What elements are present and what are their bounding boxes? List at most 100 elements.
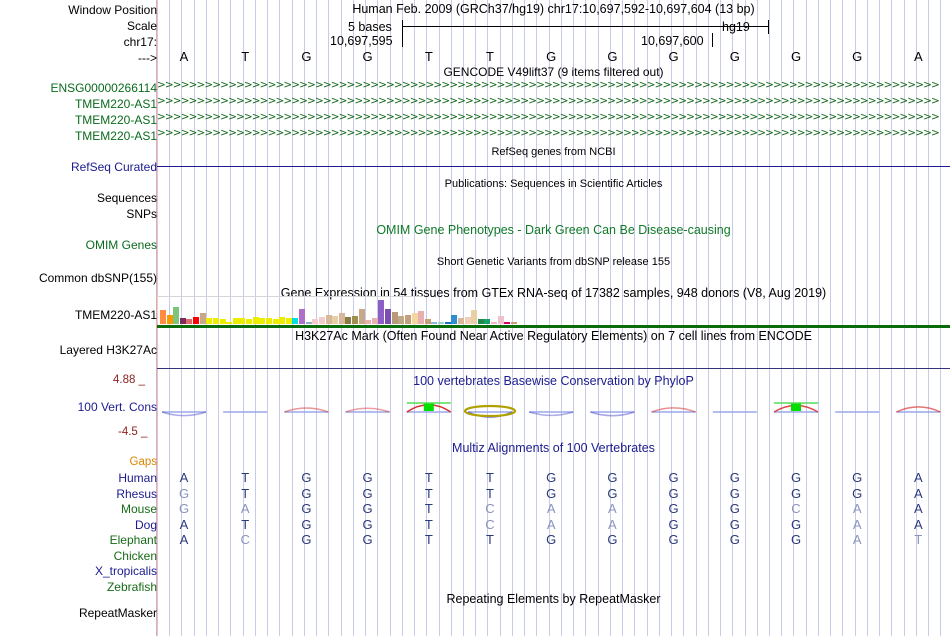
conservation-peak[interactable] xyxy=(896,406,941,413)
gtex-bar[interactable] xyxy=(219,319,226,324)
grid-line xyxy=(781,0,782,636)
conservation-peak[interactable] xyxy=(590,411,635,417)
dbsnp-label[interactable]: Common dbSNP(155) xyxy=(38,271,157,285)
alignment-base: G xyxy=(178,485,190,501)
gtex-bar[interactable] xyxy=(160,309,166,324)
species-label-chicken[interactable]: Chicken xyxy=(113,548,157,563)
refseq-label[interactable]: RefSeq Curated xyxy=(70,160,157,174)
gtex-bar[interactable] xyxy=(292,318,299,324)
gtex-bar[interactable] xyxy=(332,315,339,324)
multiz-gaps-label[interactable]: Gaps xyxy=(129,456,158,468)
gtex-bar[interactable] xyxy=(338,313,345,324)
gtex-bar[interactable] xyxy=(226,321,233,324)
gtex-bar[interactable] xyxy=(305,322,312,324)
gencode-feature-row[interactable]: >>>>>>>>>>>>>>>>>>>>>>>>>>>>>>>>>>>>>>>>… xyxy=(157,128,940,138)
gtex-bar[interactable] xyxy=(312,319,319,324)
publications-sequences-label[interactable]: Sequences xyxy=(96,191,157,205)
repeatmasker-title: Repeating Elements by RepeatMasker xyxy=(446,592,661,606)
gtex-bar[interactable] xyxy=(325,314,332,324)
grid-line xyxy=(855,0,856,636)
gtex-bar[interactable] xyxy=(166,314,173,324)
conservation-wiggle-plot[interactable] xyxy=(157,370,950,436)
gtex-bar-chart[interactable] xyxy=(157,296,950,326)
gtex-bar[interactable] xyxy=(318,316,325,324)
species-label-rhesus[interactable]: Rhesus xyxy=(116,486,157,501)
gtex-bar[interactable] xyxy=(444,322,451,324)
species-label-x_tropicalis[interactable]: X_tropicalis xyxy=(94,564,157,578)
species-label-mouse[interactable]: Mouse xyxy=(120,502,157,516)
alignment-base: G xyxy=(546,470,557,485)
gtex-bar[interactable] xyxy=(371,318,378,324)
conservation-peak[interactable] xyxy=(345,407,390,413)
gtex-bar[interactable] xyxy=(345,316,352,324)
gtex-bar[interactable] xyxy=(504,322,511,324)
gtex-bar[interactable] xyxy=(464,316,471,324)
gtex-bar[interactable] xyxy=(471,309,478,324)
species-label-dog[interactable]: Dog xyxy=(134,517,157,532)
h3k27ac-label[interactable]: Layered H3K27Ac xyxy=(59,343,157,357)
window-position-value: Human Feb. 2009 (GRCh37/hg19) chr17:10,6… xyxy=(352,2,755,16)
gtex-bar[interactable] xyxy=(173,307,180,324)
species-label-elephant[interactable]: Elephant xyxy=(109,533,157,547)
gtex-bar[interactable] xyxy=(259,318,266,324)
gtex-bar[interactable] xyxy=(391,312,398,324)
gtex-bar[interactable] xyxy=(457,318,464,324)
gtex-bar[interactable] xyxy=(438,321,445,324)
refseq-feature-line[interactable] xyxy=(157,166,950,167)
omim-label[interactable]: OMIM Genes xyxy=(85,238,157,252)
gtex-bar[interactable] xyxy=(285,318,292,324)
gtex-bar[interactable] xyxy=(484,319,491,324)
conservation-peak[interactable] xyxy=(651,407,696,413)
gtex-bar[interactable] xyxy=(199,313,206,324)
gtex-bar[interactable] xyxy=(424,319,431,324)
gtex-bar[interactable] xyxy=(272,319,279,324)
gtex-bar[interactable] xyxy=(418,311,425,324)
species-label-human[interactable]: Human xyxy=(118,471,157,485)
gtex-bar[interactable] xyxy=(477,319,484,324)
gencode-row-label-2[interactable]: TMEM220-AS1 xyxy=(74,113,157,127)
gtex-bar[interactable] xyxy=(246,319,253,324)
gtex-bar[interactable] xyxy=(491,321,497,324)
gtex-bar[interactable] xyxy=(404,314,411,324)
gencode-row-label-3[interactable]: TMEM220-AS1 xyxy=(74,129,157,143)
gtex-bar[interactable] xyxy=(411,313,418,324)
gtex-bar[interactable] xyxy=(239,318,246,324)
gtex-bar[interactable] xyxy=(179,318,186,324)
conservation-peak[interactable] xyxy=(284,407,329,413)
gencode-row-label-1[interactable]: TMEM220-AS1 xyxy=(74,97,157,111)
gtex-bar[interactable] xyxy=(252,316,259,324)
alignment-base: T xyxy=(486,532,494,547)
gencode-row-label-0[interactable]: ENSG00000266114 xyxy=(50,81,157,95)
gtex-bar[interactable] xyxy=(385,308,392,324)
species-label-zebrafish[interactable]: Zebrafish xyxy=(106,579,157,594)
grid-line xyxy=(536,0,537,636)
gtex-bar[interactable] xyxy=(193,316,200,324)
gtex-bar[interactable] xyxy=(497,315,504,324)
gtex-bar[interactable] xyxy=(431,322,438,324)
repeatmasker-label[interactable]: RepeatMasker xyxy=(78,606,157,620)
conservation-peak[interactable] xyxy=(161,411,207,417)
gtex-bar[interactable] xyxy=(206,318,213,324)
gtex-bar[interactable] xyxy=(232,318,239,324)
conservation-label[interactable]: 100 Vert. Cons xyxy=(77,400,157,414)
gtex-bar[interactable] xyxy=(378,300,385,324)
gtex-bar[interactable] xyxy=(398,315,405,324)
gencode-feature-row[interactable]: >>>>>>>>>>>>>>>>>>>>>>>>>>>>>>>>>>>>>>>>… xyxy=(157,80,940,90)
gtex-bar[interactable] xyxy=(299,308,306,324)
gtex-bar[interactable] xyxy=(279,316,286,324)
gtex-bar[interactable] xyxy=(265,318,272,324)
gencode-feature-row[interactable]: >>>>>>>>>>>>>>>>>>>>>>>>>>>>>>>>>>>>>>>>… xyxy=(157,112,940,122)
alignment-base: G xyxy=(546,532,557,547)
alignment-base: G xyxy=(301,485,312,501)
gtex-bar[interactable] xyxy=(358,308,365,324)
gtex-bar[interactable] xyxy=(510,322,517,324)
gencode-feature-row[interactable]: >>>>>>>>>>>>>>>>>>>>>>>>>>>>>>>>>>>>>>>>… xyxy=(157,96,940,106)
gtex-bar[interactable] xyxy=(351,315,358,324)
gtex-bar[interactable] xyxy=(186,319,193,324)
gtex-bar[interactable] xyxy=(365,320,372,324)
gtex-label[interactable]: TMEM220-AS1 xyxy=(74,308,157,322)
gtex-bar[interactable] xyxy=(212,318,219,324)
publications-snps-label[interactable]: SNPs xyxy=(126,207,157,221)
gtex-bar[interactable] xyxy=(451,314,458,324)
conservation-peak[interactable] xyxy=(528,411,574,417)
